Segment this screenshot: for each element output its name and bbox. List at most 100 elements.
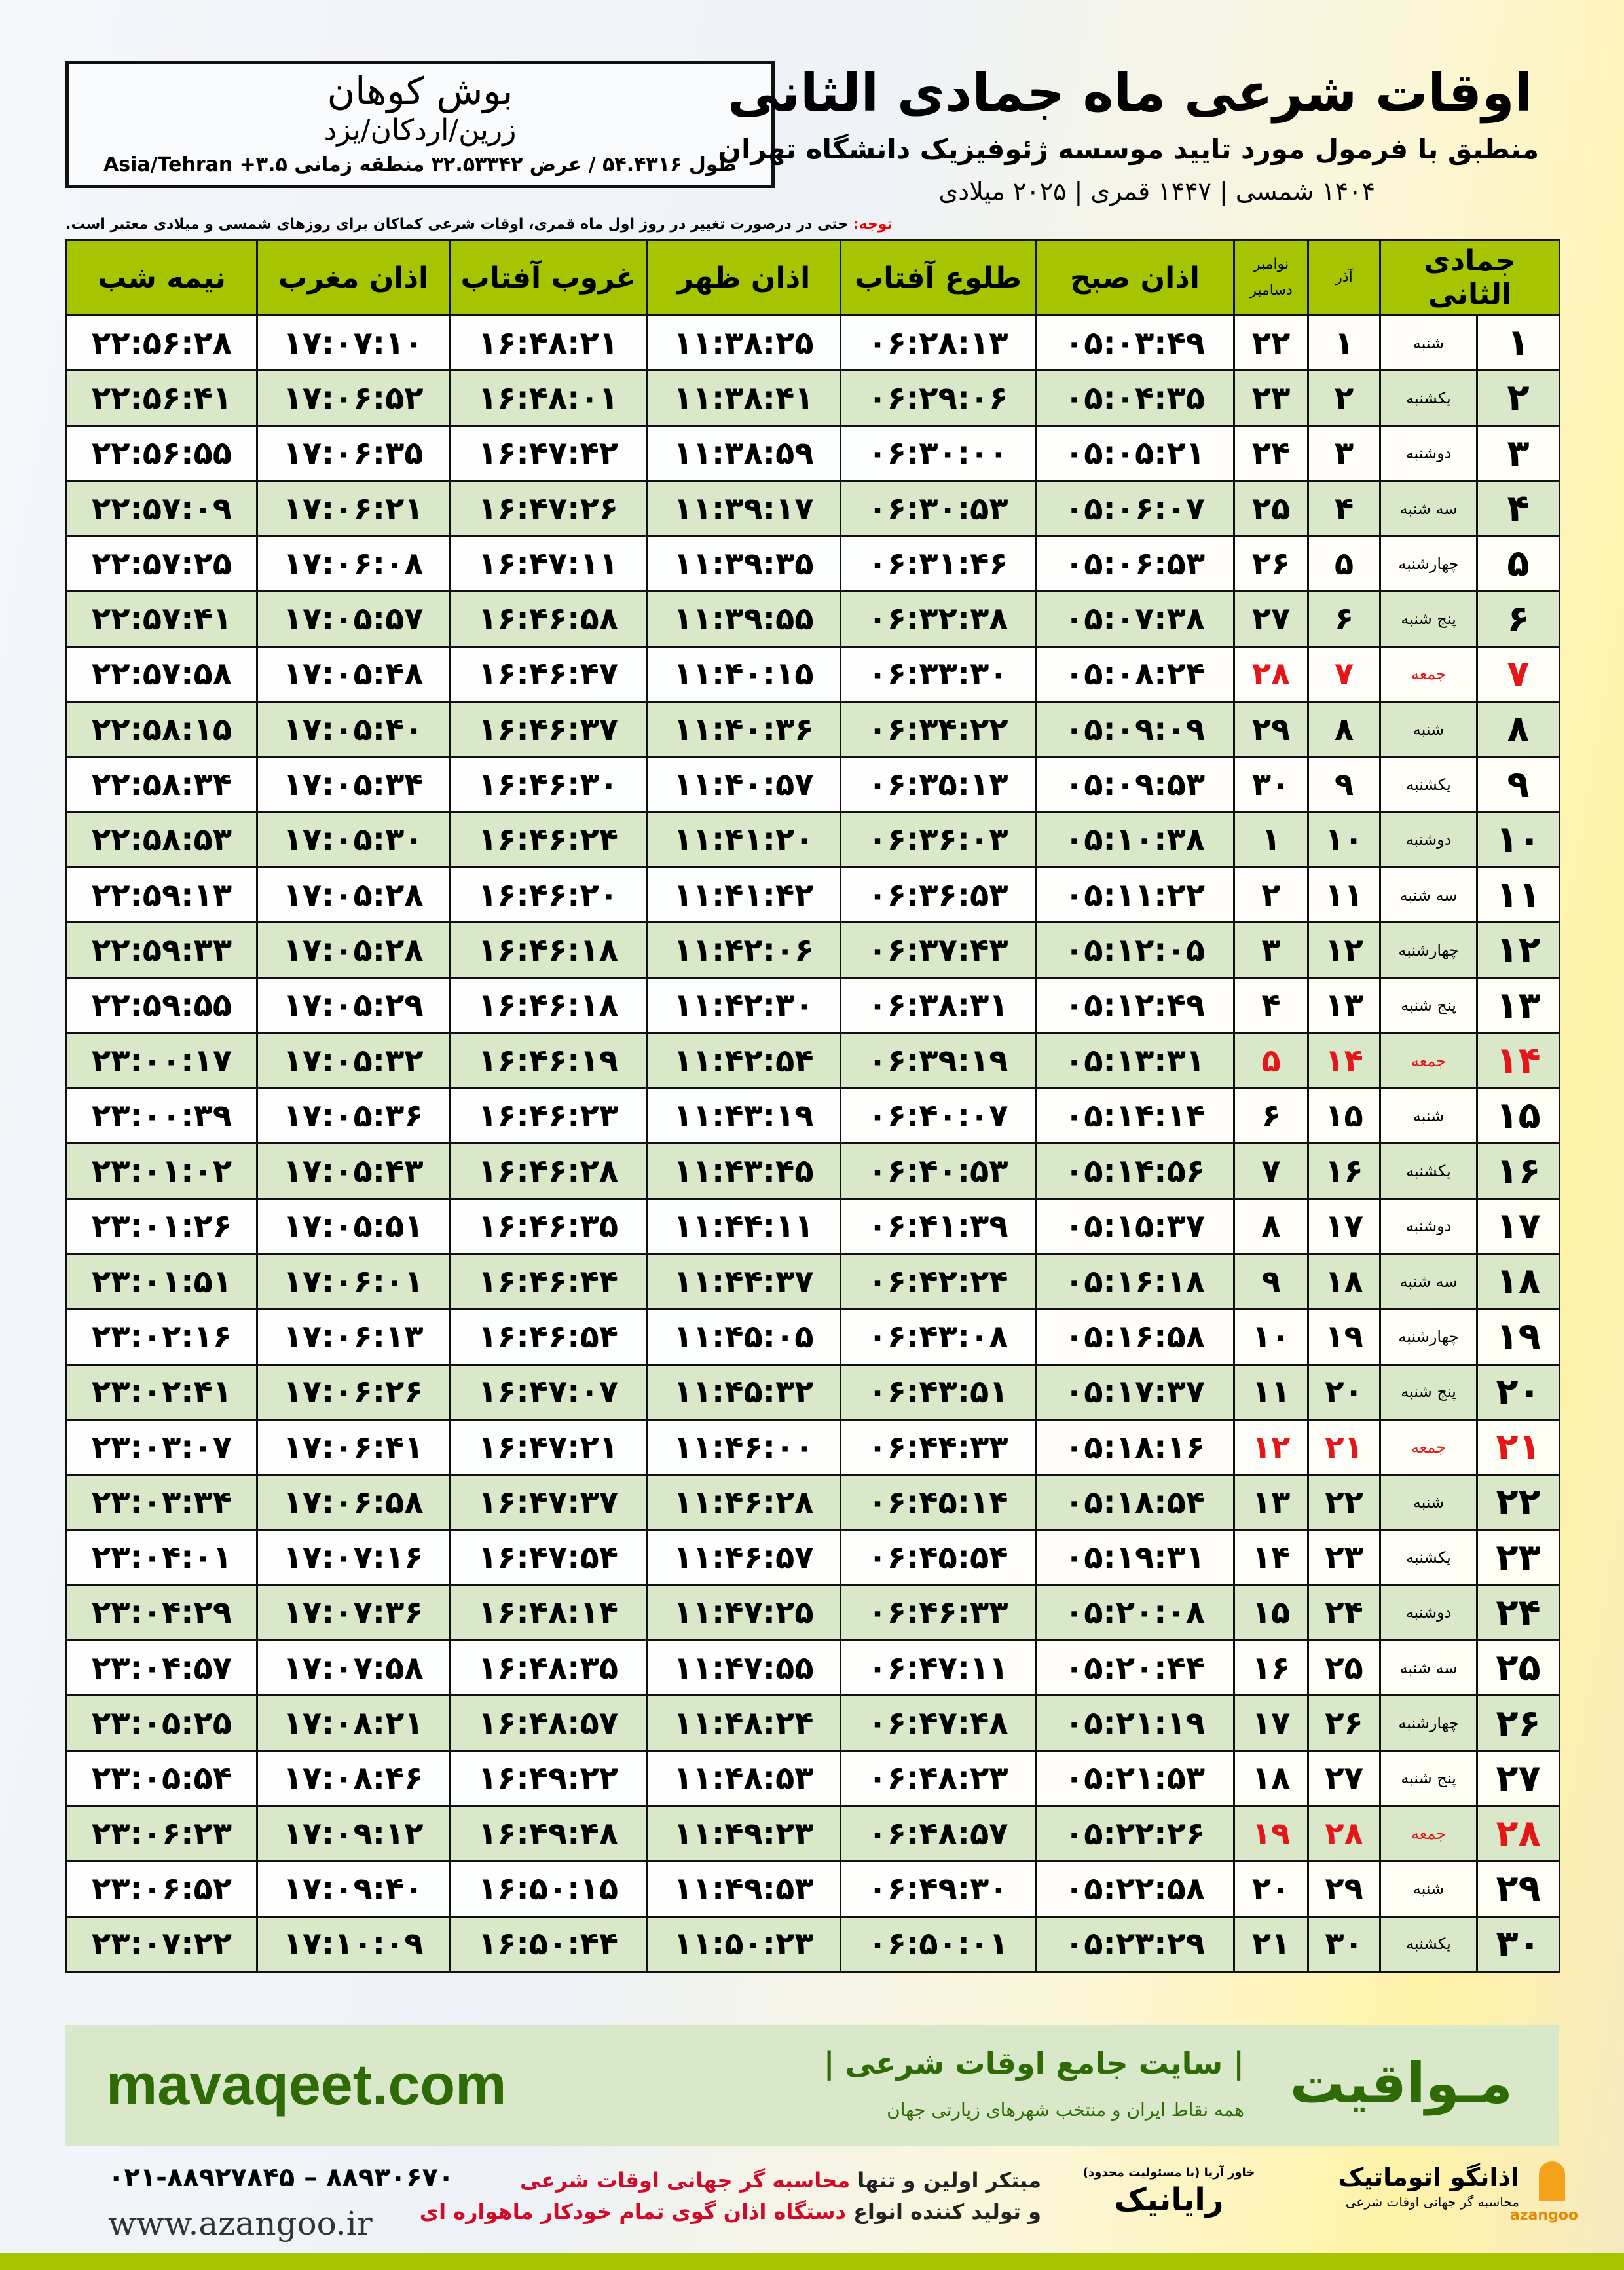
cell-sunset: ۱۶:۴۹:۴۸	[449, 1805, 648, 1863]
cell-azar: ۶	[1307, 590, 1381, 648]
city-name: بوش کوهان	[327, 69, 513, 113]
header-fajr: اذان صبح	[1035, 239, 1235, 316]
cell-n: ۹	[1476, 756, 1561, 813]
table-row: ۹ یکشنبه ۹ ۳۰ ۰۵:۰۹:۵۳ ۰۶:۳۵:۱۳ ۱۱:۴۰:۵۷ ۱۶:۴۶:…	[65, 756, 1561, 813]
cell-fajr: ۰۵:۱۵:۳۷	[1035, 1197, 1235, 1256]
cell-sunset: ۱۶:۴۷:۲۶	[449, 479, 648, 538]
cell-maghrib: ۱۷:۰۵:۴۳	[256, 1142, 451, 1200]
cell-day: سه شنبه	[1378, 479, 1479, 538]
cell-greg: ۱۱	[1233, 1363, 1309, 1421]
cell-fajr: ۰۵:۱۴:۵۶	[1035, 1142, 1235, 1200]
cell-midnight: ۲۳:۰۷:۲۲	[65, 1915, 258, 1973]
cell-azar: ۲۶	[1307, 1694, 1381, 1752]
cell-sunrise: ۰۶:۴۰:۰۷	[840, 1087, 1037, 1145]
cell-maghrib: ۱۷:۰۶:۰۱	[256, 1253, 451, 1311]
cell-day: پنج شنبه	[1378, 1749, 1479, 1808]
cell-azar: ۳	[1307, 424, 1381, 482]
coordinates: طول ۵۴.۴۳۱۶ / عرض ۳۲.۵۳۳۴۲ منطقه زمانی A…	[103, 153, 737, 176]
cell-midnight: ۲۲:۵۸:۵۳	[65, 811, 258, 868]
mavaqeet-banner: mavaqeet.com مـواقیت | سایت جامع اوقات ش…	[65, 2025, 1559, 2146]
cell-maghrib: ۱۷:۰۶:۵۲	[256, 369, 451, 427]
cell-azar: ۱۴	[1307, 1032, 1381, 1090]
slogan-sub: همه نقاط ایران و منتخب شهرهای زیارتی جها…	[887, 2099, 1244, 2121]
table-row: ۱۷ دوشنبه ۱۷ ۸ ۰۵:۱۵:۳۷ ۰۶:۴۱:۳۹ ۱۱:۴۴:۱۱ ۱۶:۴۶…	[65, 1197, 1561, 1256]
table-row: ۲۸ جمعه ۲۸ ۱۹ ۰۵:۲۲:۲۶ ۰۶:۴۸:۵۷ ۱۱:۴۹:۲۳ ۱۶:۴۹:…	[65, 1805, 1561, 1863]
cell-sunset: ۱۶:۴۶:۲۴	[449, 811, 648, 868]
cell-fajr: ۰۵:۰۸:۲۴	[1035, 645, 1235, 703]
cell-n: ۲۵	[1476, 1639, 1561, 1697]
azangoo-logo: اذانگو اتوماتیک محاسبه گر جهانی اوقات شر…	[1303, 2161, 1578, 2227]
cell-azar: ۲۸	[1307, 1805, 1381, 1863]
cell-azar: ۱	[1307, 314, 1381, 372]
slogan: | سایت جامع اوقات شرعی |	[823, 2045, 1244, 2081]
cell-maghrib: ۱۷:۰۶:۰۸	[256, 535, 451, 593]
cell-midnight: ۲۳:۰۲:۴۱	[65, 1363, 258, 1421]
azangoo-link[interactable]: www.azangoo.ir	[108, 2205, 373, 2242]
table-row: ۲۴ دوشنبه ۲۴ ۱۵ ۰۵:۲۰:۰۸ ۰۶:۴۶:۳۳ ۱۱:۴۷:۲۵ ۱۶:۴…	[65, 1584, 1561, 1642]
site-link[interactable]: mavaqeet.com	[106, 2052, 507, 2117]
region-name: زرین/اردکان/یزد	[323, 113, 517, 147]
note: توجه: حتی در درصورت تغییر در روز اول ماه…	[65, 215, 917, 234]
cell-dhuhr: ۱۱:۴۱:۴۲	[646, 866, 841, 924]
cell-sunrise: ۰۶:۴۰:۵۳	[840, 1142, 1037, 1200]
cell-n: ۸	[1476, 701, 1561, 758]
cell-n: ۲۷	[1476, 1749, 1561, 1808]
cell-fajr: ۰۵:۲۰:۴۴	[1035, 1639, 1235, 1697]
cell-sunset: ۱۶:۴۶:۴۴	[449, 1253, 648, 1311]
cell-maghrib: ۱۷:۰۵:۴۸	[256, 645, 451, 703]
note-text: حتی در درصورت تغییر در روز اول ماه قمری،…	[65, 216, 853, 233]
cell-n: ۲۶	[1476, 1694, 1561, 1752]
cell-midnight: ۲۳:۰۲:۱۶	[65, 1308, 258, 1366]
cell-midnight: ۲۲:۵۶:۲۸	[65, 314, 258, 372]
cell-maghrib: ۱۷:۰۵:۲۸	[256, 866, 451, 924]
cell-dhuhr: ۱۱:۴۰:۱۵	[646, 645, 841, 703]
cell-sunrise: ۰۶:۲۹:۰۶	[840, 369, 1037, 427]
cell-maghrib: ۱۷:۰۹:۱۲	[256, 1805, 451, 1863]
cell-maghrib: ۱۷:۰۷:۱۶	[256, 1529, 451, 1586]
cell-sunrise: ۰۶:۳۶:۰۳	[840, 811, 1037, 868]
table-row: ۱۳ پنج شنبه ۱۳ ۴ ۰۵:۱۲:۴۹ ۰۶:۳۸:۳۱ ۱۱:۴۲:۳۰ ۱۶:…	[65, 977, 1561, 1034]
cell-n: ۲۴	[1476, 1584, 1561, 1642]
cell-day: چهارشنبه	[1378, 1308, 1479, 1366]
page-title: اوقات شرعی ماه جمادی الثانی	[727, 62, 1532, 123]
cell-midnight: ۲۲:۵۹:۳۳	[65, 921, 258, 979]
cell-fajr: ۰۵:۲۰:۰۸	[1035, 1584, 1235, 1642]
cell-fajr: ۰۵:۰۳:۴۹	[1035, 314, 1235, 372]
cell-maghrib: ۱۷:۰۹:۴۰	[256, 1860, 451, 1918]
cell-sunrise: ۰۶:۴۸:۲۳	[840, 1749, 1037, 1808]
cell-greg: ۲۹	[1233, 701, 1309, 758]
header-greg: نوامبر دسامبر	[1233, 239, 1309, 316]
cell-sunrise: ۰۶:۴۱:۳۹	[840, 1197, 1037, 1256]
table-row: ۴ سه شنبه ۴ ۲۵ ۰۵:۰۶:۰۷ ۰۶:۳۰:۵۳ ۱۱:۳۹:۱۷ ۱۶:۴۷…	[65, 479, 1561, 538]
cell-sunset: ۱۶:۴۶:۱۸	[449, 977, 648, 1034]
cell-day: جمعه	[1378, 1032, 1479, 1090]
cell-sunset: ۱۶:۴۶:۵۸	[449, 590, 648, 648]
cell-greg: ۲۰	[1233, 1860, 1309, 1918]
cell-greg: ۲۷	[1233, 590, 1309, 648]
cell-greg: ۵	[1233, 1032, 1309, 1090]
cell-midnight: ۲۳:۰۵:۵۴	[65, 1749, 258, 1808]
cell-greg: ۱	[1233, 811, 1309, 868]
cell-fajr: ۰۵:۰۴:۳۵	[1035, 369, 1235, 427]
rayanik-name: رایانیک	[1114, 2182, 1224, 2218]
cell-dhuhr: ۱۱:۴۷:۲۵	[646, 1584, 841, 1642]
cell-n: ۱۳	[1476, 977, 1561, 1034]
cell-midnight: ۲۳:۰۱:۰۲	[65, 1142, 258, 1200]
cell-fajr: ۰۵:۰۵:۲۱	[1035, 424, 1235, 482]
cell-sunrise: ۰۶:۴۳:۵۱	[840, 1363, 1037, 1421]
header-azar: آذر	[1307, 239, 1381, 316]
cell-day: یکشنبه	[1378, 1915, 1479, 1973]
cell-sunrise: ۰۶:۳۰:۰۰	[840, 424, 1037, 482]
table-row: ۲۳ یکشنبه ۲۳ ۱۴ ۰۵:۱۹:۳۱ ۰۶:۴۵:۵۴ ۱۱:۴۶:۵۷ ۱۶:۴…	[65, 1529, 1561, 1586]
cell-azar: ۱۷	[1307, 1197, 1381, 1256]
cell-fajr: ۰۵:۱۶:۵۸	[1035, 1308, 1235, 1366]
cell-greg: ۲۴	[1233, 424, 1309, 482]
cell-midnight: ۲۳:۰۴:۵۷	[65, 1639, 258, 1697]
cell-day: سه شنبه	[1378, 1639, 1479, 1697]
azangoo-sub: محاسبه گر جهانی اوقات شرعی	[1345, 2194, 1519, 2210]
cell-dhuhr: ۱۱:۴۳:۴۵	[646, 1142, 841, 1200]
cell-greg: ۱۲	[1233, 1418, 1309, 1476]
azangoo-en: azangoo	[1509, 2207, 1578, 2223]
table-row: ۱۴ جمعه ۱۴ ۵ ۰۵:۱۳:۳۱ ۰۶:۳۹:۱۹ ۱۱:۴۲:۵۴ ۱۶:۴۶:۱…	[65, 1032, 1561, 1090]
cell-azar: ۲۰	[1307, 1363, 1381, 1421]
